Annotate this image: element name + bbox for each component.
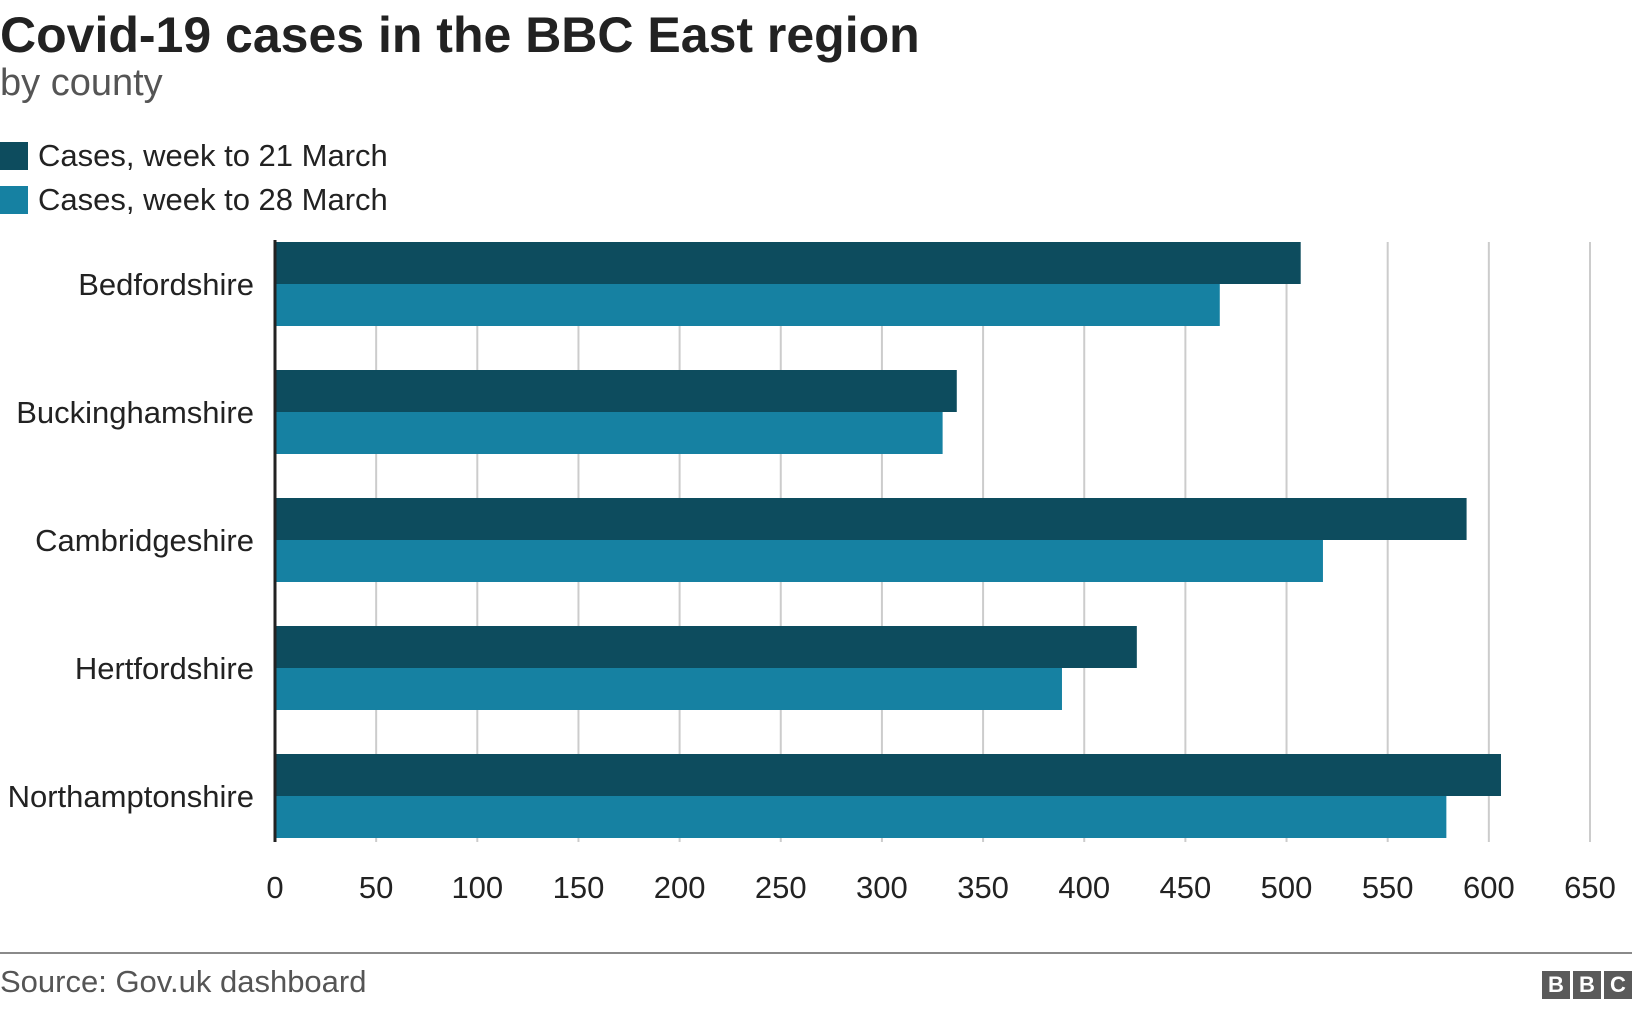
category-label: Bedfordshire — [78, 267, 254, 302]
x-tick-label: 150 — [553, 870, 605, 905]
x-tick-label: 400 — [1058, 870, 1110, 905]
bbc-logo-letter: B — [1542, 971, 1570, 999]
x-tick-label: 300 — [856, 870, 908, 905]
legend-item-series-2: Cases, week to 28 March — [0, 178, 388, 222]
bar — [275, 626, 1137, 668]
bar — [275, 242, 1301, 284]
x-tick-label: 350 — [957, 870, 1009, 905]
x-tick-label: 100 — [451, 870, 503, 905]
category-label: Buckinghamshire — [16, 395, 254, 430]
bar — [275, 284, 1220, 326]
legend-label-series-2: Cases, week to 28 March — [38, 182, 388, 217]
legend-item-series-1: Cases, week to 21 March — [0, 134, 388, 178]
x-tick-label: 500 — [1261, 870, 1313, 905]
x-tick-label: 250 — [755, 870, 807, 905]
x-tick-label: 200 — [654, 870, 706, 905]
legend-swatch-series-1 — [0, 142, 28, 170]
legend: Cases, week to 21 March Cases, week to 2… — [0, 134, 388, 222]
bar — [275, 412, 943, 454]
bar — [275, 540, 1323, 582]
bbc-logo: B B C — [1542, 971, 1632, 999]
source-note: Source: Gov.uk dashboard — [0, 964, 367, 999]
chart-title: Covid-19 cases in the BBC East region — [0, 7, 920, 63]
category-label: Northamptonshire — [8, 779, 254, 814]
bar — [275, 754, 1501, 796]
x-tick-label: 0 — [266, 870, 283, 905]
bar — [275, 668, 1062, 710]
x-tick-label: 550 — [1362, 870, 1414, 905]
x-tick-label: 450 — [1160, 870, 1212, 905]
x-tick-label: 650 — [1564, 870, 1616, 905]
bbc-logo-letter: C — [1604, 971, 1632, 999]
legend-label-series-1: Cases, week to 21 March — [38, 138, 388, 173]
bbc-logo-letter: B — [1573, 971, 1601, 999]
category-label: Hertfordshire — [75, 651, 254, 686]
x-tick-label: 50 — [359, 870, 393, 905]
bar — [275, 498, 1467, 540]
bar — [275, 796, 1447, 838]
chart-subtitle: by county — [0, 62, 163, 104]
footer-divider — [0, 952, 1632, 954]
bar-chart: 0 50 100 150 200 250 300 350 400 450 500 550 600 650 B… — [8, 240, 1616, 905]
x-tick-label: 600 — [1463, 870, 1515, 905]
category-label: Cambridgeshire — [35, 523, 254, 558]
bar — [275, 370, 957, 412]
legend-swatch-series-2 — [0, 186, 28, 214]
